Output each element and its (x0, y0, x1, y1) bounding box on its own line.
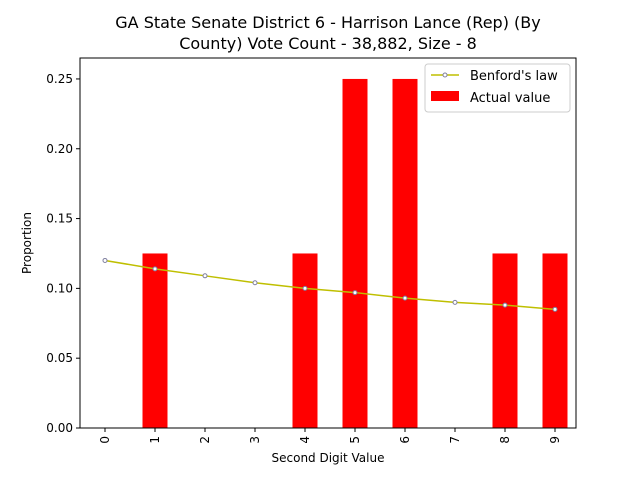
benford-point-0 (102, 257, 108, 263)
x-tick-label: 7 (448, 436, 462, 444)
bar-digit-5 (342, 78, 368, 429)
legend-box (424, 63, 571, 113)
y-tick-label: 0.05 (46, 351, 73, 365)
x-tick-label: 9 (548, 436, 562, 444)
benford-line (104, 259, 556, 311)
benford-point-3 (252, 280, 258, 286)
chart-title-line-1: GA State Senate District 6 - Harrison La… (115, 13, 540, 32)
benford-point-6 (402, 295, 408, 301)
x-tick-label: 1 (148, 436, 162, 444)
y-tick-label: 0.20 (46, 142, 73, 156)
benford-point-4 (302, 285, 308, 291)
benford-line-group (102, 257, 558, 312)
legend-actual-label: Actual value (470, 91, 550, 106)
legend-benford-marker (442, 72, 448, 78)
bar-digit-1 (142, 253, 168, 428)
bars-group (142, 78, 568, 429)
plot-frame (79, 57, 577, 429)
y-tick-label: 0.00 (46, 421, 73, 435)
legend: Benford's law Actual value (424, 63, 571, 113)
legend-actual-swatch (431, 91, 459, 101)
benford-point-1 (152, 266, 158, 272)
y-tick-label: 0.10 (46, 281, 73, 295)
bar-digit-4 (292, 253, 318, 428)
x-tick-label: 0 (98, 436, 112, 444)
y-tick-label: 0.25 (46, 72, 73, 86)
benford-point-5 (352, 290, 358, 296)
benford-point-9 (552, 306, 558, 312)
x-tick-label: 3 (248, 436, 262, 444)
x-tick-label: 4 (298, 436, 312, 444)
x-axis: 0 1 2 3 4 5 6 7 8 9 (98, 428, 562, 444)
benford-point-7 (452, 299, 458, 305)
benford-point-8 (502, 302, 508, 308)
legend-benford-label: Benford's law (470, 69, 558, 84)
y-axis: 0.00 0.05 0.10 0.15 0.20 0.25 (46, 72, 80, 435)
x-tick-label: 6 (398, 436, 412, 444)
chart-title-line-2: County) Vote Count - 38,882, Size - 8 (179, 34, 477, 53)
y-axis-label: Proportion (20, 212, 34, 274)
x-tick-label: 5 (348, 436, 362, 444)
x-tick-label: 8 (498, 436, 512, 444)
bar-digit-6 (392, 78, 418, 429)
x-tick-label: 2 (198, 436, 212, 444)
x-axis-label: Second Digit Value (272, 451, 385, 465)
bar-digit-8 (492, 253, 518, 428)
benford-point-2 (202, 273, 208, 279)
bar-digit-9 (542, 253, 568, 428)
y-tick-label: 0.15 (46, 212, 73, 226)
